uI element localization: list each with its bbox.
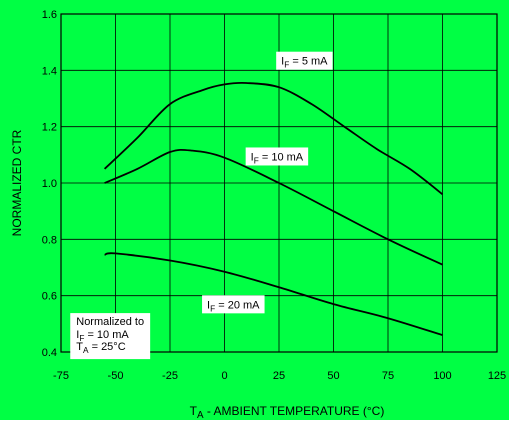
y-tick-label: 1.0 <box>42 178 57 190</box>
y-axis-label: NORMALIZED CTR <box>10 129 24 236</box>
x-tick-label: -25 <box>162 370 178 382</box>
annotation-line: Normalized to <box>76 316 144 328</box>
y-tick-label: 1.2 <box>42 122 57 134</box>
series-label-3: IF = 20 mA <box>207 299 260 313</box>
y-tick-label: 0.6 <box>42 291 57 303</box>
annotation-line: IF = 10 mA <box>76 329 129 343</box>
y-tick-label: 1.4 <box>42 65 57 77</box>
series-label-1: IF = 5 mA <box>281 56 328 70</box>
x-tick-label: 25 <box>273 370 285 382</box>
x-tick-label: 50 <box>327 370 339 382</box>
series-label-box <box>202 295 265 314</box>
x-tick-label: 125 <box>488 370 506 382</box>
x-tick-label: -75 <box>53 370 69 382</box>
series-line-1 <box>103 81 444 196</box>
x-tick-label: -50 <box>108 370 124 382</box>
y-tick-label: 0.4 <box>42 347 57 359</box>
series-label-box <box>276 51 333 70</box>
x-tick-label: 75 <box>382 370 394 382</box>
annotation-box <box>70 313 151 360</box>
annotation-line: TA = 25°C <box>76 341 125 355</box>
y-tick-label: 0.8 <box>42 234 57 246</box>
series-label-2: IF = 10 mA <box>251 151 304 165</box>
y-tick-label: 1.6 <box>42 9 57 21</box>
x-tick-label: 0 <box>221 370 227 382</box>
x-tick-label: 100 <box>433 370 451 382</box>
x-axis-label: TA - AMBIENT TEMPERATURE (°C) <box>190 404 385 420</box>
series-line-3 <box>104 252 443 336</box>
series-line-2 <box>104 148 443 266</box>
series-label-box <box>245 147 309 166</box>
